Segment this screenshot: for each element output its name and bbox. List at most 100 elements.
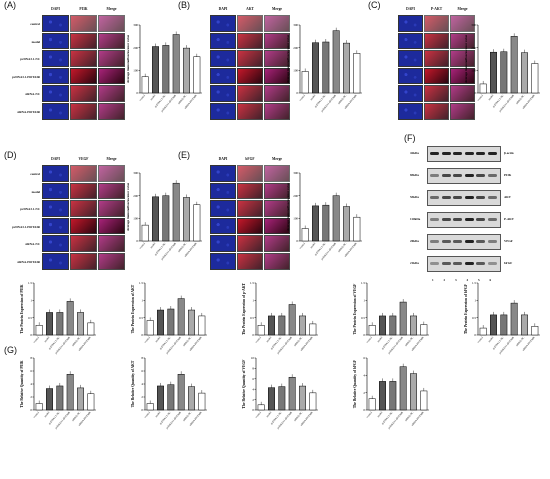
bar (420, 390, 428, 411)
micrograph-merge (264, 253, 290, 270)
micrograph-merge (264, 217, 290, 235)
bar (157, 385, 164, 411)
bar (312, 42, 319, 94)
row-label: model (31, 39, 40, 44)
bar (146, 403, 154, 411)
blot-size-label: 85kDa (410, 173, 419, 177)
column-header: bFGF (245, 157, 255, 161)
x-tick-label: siRNA-NC (293, 336, 303, 347)
x-tick-label: siRNA-NC (515, 94, 525, 105)
micrograph-dapi (42, 217, 69, 235)
micrograph-merge (264, 235, 290, 252)
bar (77, 387, 84, 411)
blot-band (476, 262, 485, 265)
bar (343, 42, 350, 94)
blot-band (430, 240, 439, 243)
micrograph-merge (264, 85, 290, 102)
y-tick-label: 4 (252, 387, 254, 391)
blot-band (441, 196, 451, 199)
row-label: pcDNA3.1-HOTAIR (12, 74, 40, 79)
bar (257, 404, 265, 411)
bar-chart: 0 0.5 1 1.5 The Protein Expression of VEGF co… (353, 281, 429, 355)
y-tick-label: 8 (30, 356, 32, 360)
y-tick-label: 1 (30, 299, 32, 303)
x-tick-label: model (150, 242, 157, 249)
row-label: model (31, 189, 40, 194)
x-tick-label: pcDNA3.1-HOTAIR (161, 242, 177, 261)
blot-band (453, 174, 462, 177)
x-tick-label: pcDNA3.1-HOTAIR (321, 242, 337, 261)
micrograph-dapi (42, 253, 69, 270)
x-tick-label: pcDNA3.1-HOTAIR (55, 411, 71, 430)
bar (257, 325, 265, 336)
micrograph-merge (450, 32, 475, 50)
x-tick-label: siRNA-NC (177, 242, 187, 253)
micrograph-red (424, 103, 449, 120)
micrograph-dapi (42, 103, 69, 120)
x-tick-label: control (366, 411, 373, 419)
y-tick-label: 100 (133, 69, 138, 73)
blot-band (464, 262, 474, 265)
x-tick-label: siRNA-HOTAIR (78, 336, 92, 352)
y-tick-label: 1 (141, 299, 143, 303)
x-tick-label: siRNA-NC (404, 411, 414, 422)
blot-protein-label: PI3K (504, 173, 512, 177)
bar (353, 53, 361, 94)
blot-size-label: 21kDa (410, 261, 419, 265)
row-label: control (30, 22, 40, 26)
bar-chart: 0 0.5 1 1.5 The Protein Expression of bFGF co… (464, 281, 540, 355)
micrograph-red (70, 182, 97, 200)
blot-size-label: 42kDa (410, 151, 419, 155)
y-tick-label: 2 (141, 395, 143, 399)
panel-label: (C) (368, 0, 381, 10)
x-tick-label: model (266, 336, 273, 343)
x-tick-label: model (310, 242, 317, 249)
y-tick-label: 200 (293, 194, 298, 198)
column-header: DAPI (51, 7, 60, 11)
micrograph-dapi (210, 165, 236, 182)
bar (172, 34, 180, 94)
x-tick-label: siRNA-HOTAIR (78, 411, 92, 427)
micrograph-dapi (42, 200, 69, 217)
y-tick-label: 100 (293, 69, 298, 73)
micrograph-red (70, 235, 97, 252)
x-tick-label: siRNA-NC (404, 336, 414, 347)
bar (490, 314, 497, 336)
y-tick-label: 0 (363, 333, 365, 337)
blot-protein-label: P-AKT (504, 217, 514, 221)
micrograph-dapi (42, 15, 69, 32)
blot-band (487, 174, 497, 177)
y-tick-label: 1.5 (28, 281, 32, 285)
bar-chart: 0 100 200 300 Average immunofluorescence val… (126, 23, 202, 113)
blot-band (453, 262, 462, 265)
y-tick-label: 0 (363, 408, 365, 412)
x-tick-label: pcDNA3.1-HOTAIR (499, 336, 515, 355)
y-tick-label: 4 (30, 382, 32, 386)
y-axis-label: The Relative Quantity of bFGF (353, 359, 357, 408)
bar (531, 326, 539, 336)
micrograph-dapi (398, 67, 423, 85)
blot-band (487, 262, 497, 265)
x-tick-label: pcDNA3.1-NC (314, 94, 327, 108)
y-tick-label: 0.5 (250, 316, 254, 320)
bar (35, 325, 43, 336)
bar (268, 315, 275, 336)
micrograph-merge (264, 103, 290, 120)
micrograph-red (237, 253, 263, 270)
x-tick-label: siRNA-HOTAIR (189, 411, 203, 427)
row-label: siRNA-HOTAIR (17, 260, 40, 264)
micrograph-merge (264, 200, 290, 217)
y-tick-label: 2 (30, 395, 32, 399)
y-tick-label: 6 (30, 369, 32, 373)
blot-band (441, 152, 451, 155)
y-tick-label: 0 (136, 91, 138, 95)
y-tick-label: 10 (251, 356, 255, 360)
blot-band (453, 152, 462, 155)
micrograph-red (237, 103, 263, 120)
bar (420, 324, 428, 336)
micrograph-red (70, 200, 97, 217)
micrograph-dapi (42, 32, 69, 50)
y-axis-label: The Protein Expression of VEGF (353, 283, 357, 335)
micrograph-merge (264, 67, 290, 85)
micrograph-dapi (42, 85, 69, 102)
